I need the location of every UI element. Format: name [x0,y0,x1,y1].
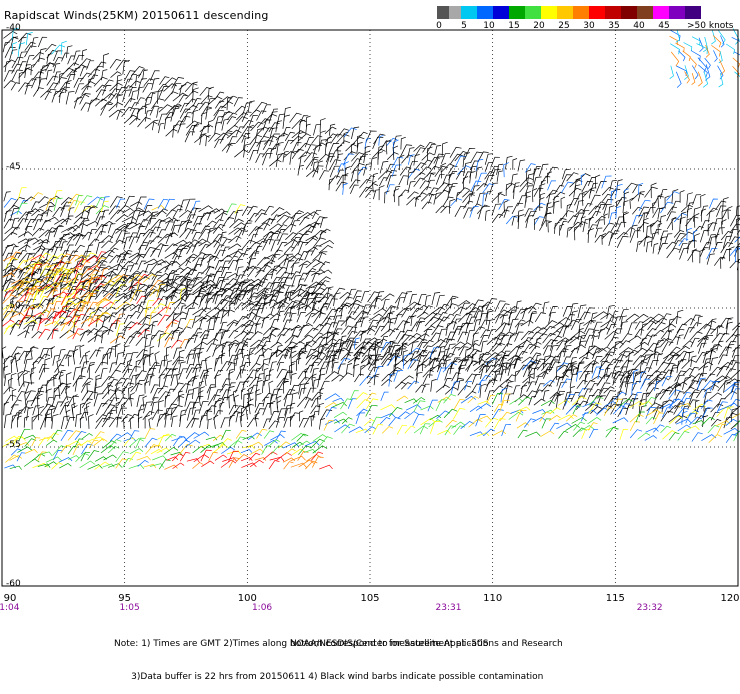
legend-label: 20 [533,21,545,31]
legend-swatch [621,6,637,19]
lat-label: -40 [6,23,21,33]
lon-label: 95 [118,593,132,604]
lon-label: 115 [605,593,625,604]
legend-label: 25 [558,21,570,31]
legend-swatch [477,6,493,19]
legend-swatch [461,6,477,19]
legend-swatch [637,6,653,19]
legend-label: >50 knots [687,21,734,31]
legend-swatch [493,6,509,19]
time-label: 23:32 [636,603,663,613]
lon-label: 120 [720,593,740,604]
lat-label: -50 [6,301,21,311]
lat-label: -45 [6,162,21,172]
note-line-1: Note: 1) Times are GMT 2)Times along bot… [114,639,489,649]
legend-label: 5 [461,21,467,31]
legend-label: 45 [658,21,670,31]
legend-swatch [525,6,541,19]
wind-barb-map [1,27,740,587]
time-label: 1:04 [0,603,20,613]
lat-label: -55 [6,440,21,450]
legend-label: 35 [608,21,620,31]
lon-label: 110 [483,593,503,604]
legend-swatch [437,6,449,19]
legend-swatch [685,6,701,19]
legend-swatch [589,6,605,19]
legend-swatch [557,6,573,19]
legend-label: 10 [483,21,495,31]
legend-color-bar [437,6,701,19]
lat-lon-grid [2,30,738,586]
legend-label: 40 [633,21,645,31]
legend-swatch [573,6,589,19]
time-label: 1:05 [119,603,140,613]
legend-swatch [669,6,685,19]
legend-swatch [541,6,557,19]
wind-barbs [1,27,740,470]
lon-label: 90 [3,593,17,604]
lat-label: -60 [6,579,21,589]
legend-label: 15 [508,21,520,31]
notes: Note: 1) Times are GMT 2)Times along bot… [114,617,543,694]
page-title: Rapidscat Winds(25KM) 20150611 descendin… [4,9,269,22]
legend-swatch [449,6,461,19]
credit-line: NOAA/NESDIS/Center for Satellite Applica… [290,639,563,649]
legend-swatch [605,6,621,19]
lon-label: 100 [237,593,257,604]
legend-label: 30 [583,21,595,31]
lon-label: 105 [360,593,380,604]
time-label: 1:06 [251,603,273,613]
wind-speed-legend: 0 5 10 15 20 25 30 35 40 45 >50 knots [436,6,737,36]
legend-label: 0 [436,21,442,31]
legend-swatch [653,6,669,19]
time-label: 23:31 [435,603,462,613]
legend-swatch [509,6,525,19]
note-line-2: 3)Data buffer is 22 hrs from 20150611 4)… [114,672,544,682]
